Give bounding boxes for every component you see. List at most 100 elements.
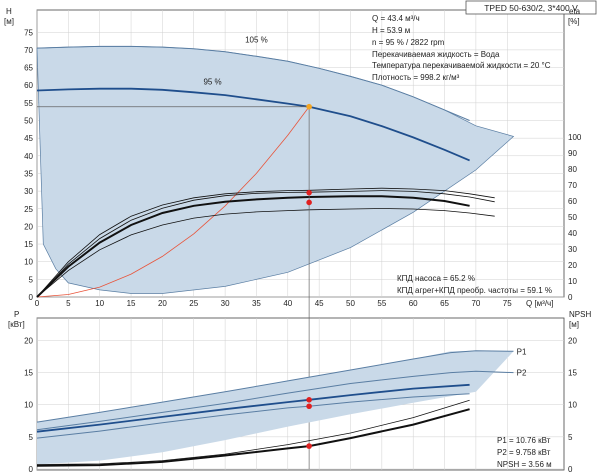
y-tick-label-head: 35 (24, 169, 33, 178)
efficiency-curve-total (36, 195, 470, 298)
x-tick-label: 65 (440, 299, 449, 308)
x-tick-label: 10 (95, 299, 104, 308)
y-tick-label-npsh: 10 (568, 401, 577, 410)
speed-curve-label: 95 % (203, 78, 221, 87)
y-tick-label-head: 70 (24, 46, 33, 55)
top-curves: 105 % 95 % (36, 36, 515, 469)
x-tick-label: 55 (377, 299, 386, 308)
info-pump-efficiency: КПД насоса = 65.2 % (397, 274, 475, 283)
info-speed: n = 95 % / 2822 rpm (372, 38, 445, 47)
info-flow: Q = 43.4 м³/ч (372, 14, 420, 23)
x-tick-label: 20 (158, 299, 167, 308)
y-tick-label-head: 40 (24, 152, 33, 161)
info-density: Плотность = 998.2 кг/м³ (372, 73, 460, 82)
efficiency-curve (36, 187, 495, 298)
head-curve-105 (36, 45, 470, 121)
y-tick-label-power: 5 (29, 433, 34, 442)
x-tick-label: 60 (409, 299, 418, 308)
x-axis-label: Q [м³/ч] (526, 299, 553, 308)
y-tick-label-head: 65 (24, 64, 33, 73)
model-label: TPED 50-630/2, 3*400 V (484, 3, 578, 13)
x-tick-label: 25 (189, 299, 198, 308)
y-tick-label-head: 55 (24, 99, 33, 108)
bottom-curves: P1 P2 (36, 347, 527, 467)
power-curve-p2-duty (36, 393, 470, 439)
y-tick-label-eta: 50 (568, 213, 577, 222)
y-tick-label-power: 0 (29, 465, 34, 474)
y-tick-label-head: 30 (24, 187, 33, 196)
info-npsh: NPSH = 3.56 м (497, 460, 552, 469)
power-curve-p1 (36, 350, 514, 423)
power-series-label: P1 (517, 347, 527, 356)
y-axis-label-eta: eta (569, 7, 581, 16)
y-tick-label-eta: 60 (568, 197, 577, 206)
efficiency-point-marker (306, 189, 312, 196)
y-tick-label-power: 10 (24, 401, 33, 410)
y-tick-label-head: 5 (29, 275, 34, 284)
tick-labels: 0 5 10 15 20 25 30 35 40 45 50 55 60 65 70 750510152025… (24, 28, 582, 474)
efficiency-point-marker (306, 199, 312, 206)
efficiency-info: КПД насоса = 65.2 % КПД агрег+КПД преобр… (397, 274, 552, 295)
y-tick-label-head: 20 (24, 222, 33, 231)
power-curve-p2 (36, 370, 514, 431)
y-tick-label-eta: 20 (568, 261, 577, 270)
y-tick-label-head: 25 (24, 205, 33, 214)
power-point-marker (306, 443, 312, 449)
info-head: H = 53.9 м (372, 26, 410, 35)
power-point-marker (306, 403, 312, 410)
power-series-label: P2 (517, 369, 527, 378)
power-point-marker (306, 397, 312, 403)
info-total-efficiency: КПД агрег+КПД преобр. частоты = 59.1 % (397, 286, 552, 295)
x-tick-label: 35 (252, 299, 261, 308)
y-tick-label-eta: 40 (568, 229, 577, 238)
efficiency-curve (36, 208, 495, 298)
y-axis-unit-h: [м] (4, 17, 14, 26)
y-tick-label-head: 60 (24, 81, 33, 90)
y-tick-label-eta: 70 (568, 181, 577, 190)
duty-point-marker (306, 103, 312, 110)
y-tick-label-npsh: 20 (568, 336, 577, 345)
y-tick-label-eta: 10 (568, 277, 577, 286)
y-tick-label-head: 15 (24, 240, 33, 249)
y-tick-label-head: 75 (24, 28, 33, 37)
npsh-curve-95 (36, 408, 470, 467)
x-tick-label: 0 (35, 299, 40, 308)
y-axis-label-npsh: NPSH (569, 310, 591, 319)
y-tick-label-power: 15 (24, 369, 33, 378)
x-tick-label: 40 (283, 299, 292, 308)
y-tick-label-power: 20 (24, 336, 33, 345)
power-curve-p1-duty (36, 383, 470, 433)
y-axis-unit-p: [кВт] (8, 320, 25, 329)
y-tick-label-head: 50 (24, 117, 33, 126)
y-tick-label-npsh: 0 (568, 465, 573, 474)
y-axis-unit-npsh: [м] (569, 320, 579, 329)
y-tick-label-head: 0 (29, 293, 34, 302)
operating-point-info: Q = 43.4 м³/ч H = 53.9 м n = 95 % / 2822… (372, 14, 551, 82)
speed-curve-label: 105 % (245, 36, 268, 45)
info-liquid: Перекачиваемая жидкость = Вода (372, 50, 500, 59)
x-tick-label: 70 (471, 299, 480, 308)
y-tick-label-head: 45 (24, 134, 33, 143)
y-axis-unit-eta: [%] (568, 17, 580, 26)
y-tick-label-eta: 100 (568, 133, 582, 142)
model-label-box (465, 0, 597, 15)
x-tick-label: 30 (221, 299, 230, 308)
head-curve-95 (36, 87, 470, 162)
x-tick-label: 75 (503, 299, 512, 308)
y-tick-label-eta: 90 (568, 149, 577, 158)
info-p2: P2 = 9.758 кВт (497, 448, 551, 457)
y-tick-label-eta: 0 (568, 293, 573, 302)
y-axis-label-p: P (14, 310, 19, 319)
power-operating-range (37, 350, 514, 465)
y-tick-label-npsh: 15 (568, 369, 577, 378)
efficiency-curve (36, 190, 495, 298)
x-tick-label: 50 (346, 299, 355, 308)
x-tick-label: 15 (127, 299, 136, 308)
info-p1: P1 = 10.76 кВт (497, 436, 551, 445)
info-temperature: Температура перекачиваемой жидкости = 20… (372, 61, 551, 70)
y-tick-label-eta: 80 (568, 165, 577, 174)
y-tick-label-npsh: 5 (568, 433, 573, 442)
x-tick-label: 45 (315, 299, 324, 308)
system-curve (36, 106, 310, 298)
